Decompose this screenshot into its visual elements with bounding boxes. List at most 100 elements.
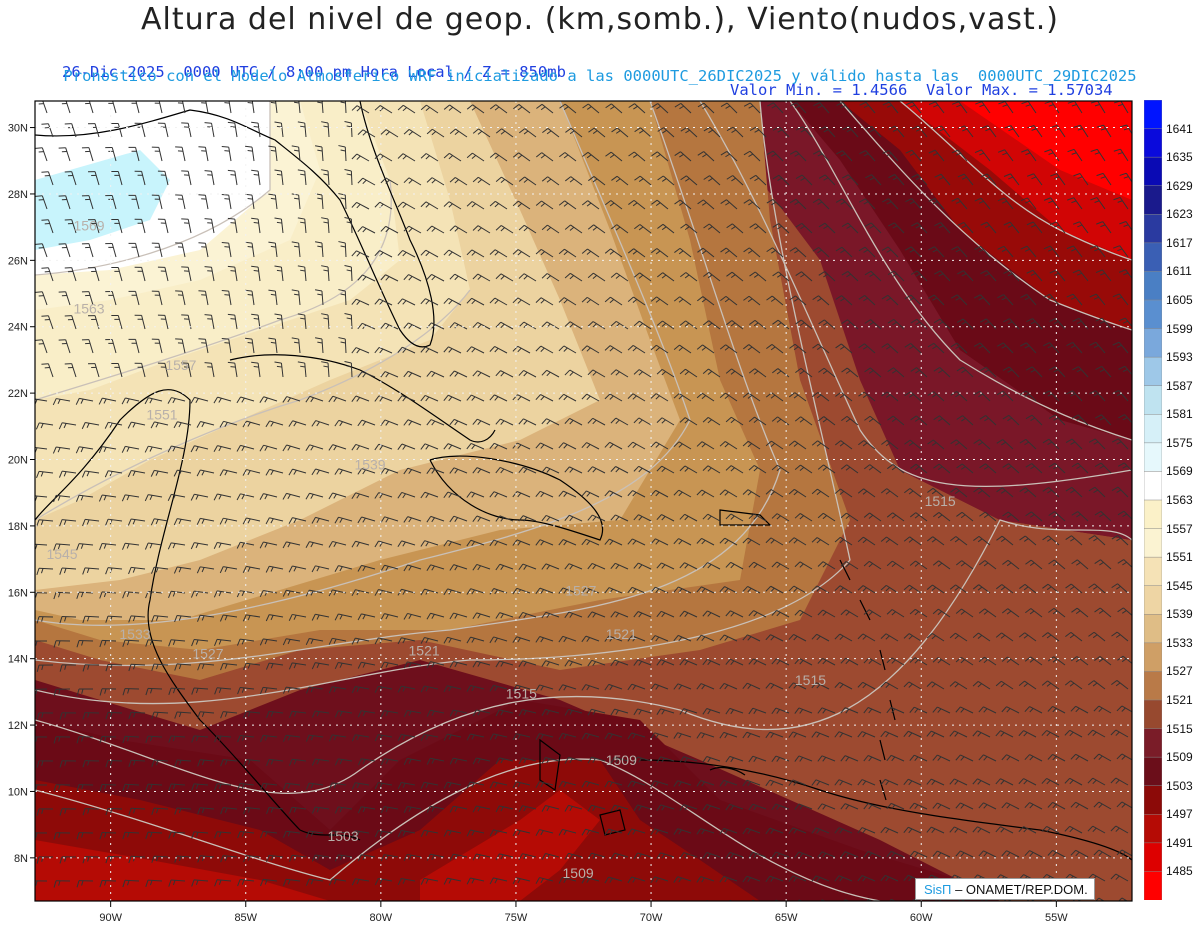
colorbar-swatch bbox=[1144, 271, 1162, 301]
wind-barb bbox=[743, 102, 761, 114]
wind-barb bbox=[628, 151, 646, 162]
wind-barb bbox=[702, 320, 721, 330]
wind-barb bbox=[83, 905, 99, 912]
wind-barb bbox=[268, 337, 278, 354]
wind-barb bbox=[443, 152, 462, 162]
wind-barb bbox=[58, 339, 71, 354]
wind-barb bbox=[1003, 318, 1020, 330]
colorbar-swatch bbox=[1144, 442, 1162, 473]
wind-barb bbox=[726, 223, 744, 234]
wind-barb bbox=[789, 295, 807, 306]
wind-barb bbox=[927, 391, 945, 402]
wind-barb bbox=[489, 200, 508, 210]
wind-barb bbox=[789, 198, 807, 210]
colorbar-swatch bbox=[1144, 642, 1162, 673]
wind-barb bbox=[657, 127, 675, 138]
colorbar-swatch bbox=[1144, 585, 1162, 616]
colorbar-label: 1527 bbox=[1166, 664, 1193, 679]
contour-label: 1515 bbox=[506, 686, 537, 702]
wind-barb bbox=[227, 265, 238, 282]
wind-barb bbox=[679, 417, 698, 426]
wind-barb bbox=[134, 362, 146, 378]
wind-barb bbox=[997, 149, 1014, 162]
wind-barb bbox=[41, 363, 54, 378]
wind-barb bbox=[397, 249, 416, 258]
wind-barb bbox=[321, 265, 330, 282]
wind-barb bbox=[657, 223, 675, 234]
wind-barb bbox=[397, 298, 416, 306]
colorbar-label: 1551 bbox=[1166, 550, 1193, 565]
wind-barb bbox=[321, 121, 330, 138]
wind-barb bbox=[426, 128, 445, 138]
wind-barb bbox=[541, 273, 560, 282]
wind-barb bbox=[581, 248, 600, 258]
lat-tick-label: 14N bbox=[8, 654, 28, 666]
wind-barb bbox=[466, 152, 485, 162]
wind-barb bbox=[956, 366, 974, 378]
colorbar-label: 1629 bbox=[1166, 178, 1193, 193]
wind-barb bbox=[449, 418, 468, 426]
wind-barb bbox=[628, 199, 646, 210]
wind-barb bbox=[357, 129, 376, 138]
wind-barb bbox=[997, 245, 1014, 258]
wind-barb bbox=[795, 319, 813, 330]
wind-barb bbox=[427, 902, 444, 908]
wind-barb bbox=[565, 127, 583, 138]
wind-barb bbox=[743, 199, 761, 210]
wind-barb bbox=[950, 294, 968, 306]
wind-barb bbox=[259, 444, 278, 452]
wind-barb bbox=[175, 242, 186, 258]
wind-barb bbox=[673, 344, 692, 354]
contour-label: 1545 bbox=[46, 546, 77, 562]
wind-barb bbox=[495, 418, 514, 426]
wind-barb bbox=[344, 361, 353, 378]
wind-barb bbox=[291, 289, 301, 306]
wind-barb bbox=[702, 416, 721, 426]
wind-barb bbox=[321, 217, 330, 234]
wind-barb bbox=[1049, 317, 1066, 330]
wind-barb bbox=[674, 102, 692, 114]
wind-barb bbox=[128, 338, 140, 354]
wind-barb bbox=[245, 145, 255, 162]
wind-barb bbox=[542, 128, 560, 138]
wind-barb bbox=[190, 445, 209, 453]
colorbar-label: 1503 bbox=[1166, 778, 1193, 793]
wind-barb bbox=[190, 396, 209, 404]
wind-barb bbox=[904, 343, 922, 354]
wind-barb bbox=[882, 149, 899, 162]
wind-barb bbox=[1066, 293, 1083, 306]
wind-barb bbox=[568, 900, 569, 901]
wind-barb bbox=[204, 218, 215, 234]
colorbar-swatch bbox=[1144, 356, 1162, 387]
wind-barb bbox=[581, 345, 600, 354]
wind-barb bbox=[357, 274, 376, 282]
wind-barb bbox=[204, 362, 215, 378]
wind-barb bbox=[535, 152, 554, 162]
wind-barb bbox=[58, 291, 71, 306]
wind-barb bbox=[858, 391, 876, 402]
colorbar-label: 1581 bbox=[1166, 407, 1193, 422]
wind-barb bbox=[836, 101, 853, 114]
wind-barb bbox=[611, 127, 629, 138]
wind-barb bbox=[443, 249, 462, 258]
wind-barb bbox=[1044, 149, 1060, 162]
wind-barb bbox=[996, 390, 1014, 402]
wind-barb bbox=[742, 344, 761, 354]
colorbar-swatch bbox=[1144, 128, 1162, 158]
wind-barb bbox=[106, 904, 122, 911]
wind-barb bbox=[58, 195, 71, 210]
wind-barb bbox=[64, 219, 77, 234]
wind-barb bbox=[472, 418, 491, 426]
wind-barb bbox=[796, 126, 813, 138]
wind-barb bbox=[591, 900, 593, 901]
wind-barb bbox=[1112, 293, 1129, 306]
wind-barb bbox=[720, 150, 738, 162]
wind-barb bbox=[397, 395, 416, 402]
wind-barb bbox=[674, 151, 692, 162]
wind-barb bbox=[251, 361, 261, 378]
wind-barb bbox=[997, 197, 1014, 210]
colorbar-swatch bbox=[1144, 785, 1162, 816]
wind-barb bbox=[911, 125, 928, 138]
wind-barb bbox=[351, 298, 370, 306]
wind-barb bbox=[795, 367, 813, 378]
